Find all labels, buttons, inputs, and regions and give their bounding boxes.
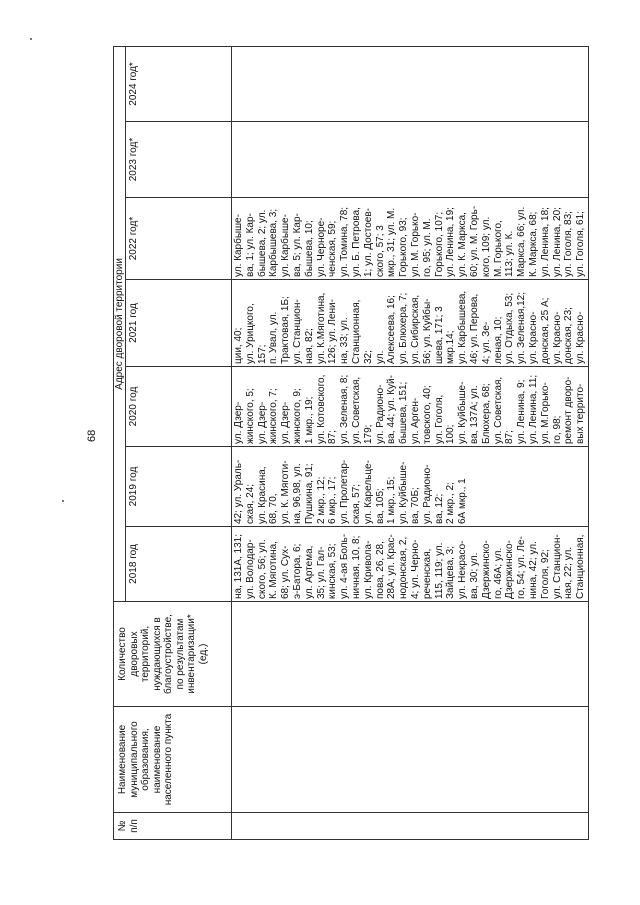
cell-addresses-2024 (231, 46, 589, 122)
page-number: 68 (86, 429, 98, 442)
header-year-2024: 2024 год* (125, 46, 232, 122)
header-address-group: Адрес дворовой территории (113, 46, 126, 602)
scan-speck (30, 38, 32, 40)
cell-addresses-2021: ции, 40; ул. Урицкого, 157; п. Увал, ул.… (231, 279, 589, 367)
cell-number (231, 812, 589, 840)
header-year-2019: 2019 год (125, 446, 232, 527)
header-year-2021: 2021 год (125, 279, 232, 367)
cell-addresses-2020: ул. Дзер- жинского, 5; ул. Дзер- жинског… (231, 366, 589, 447)
scan-speck (62, 500, 64, 502)
header-territory-count: Количество дворовых территорий, нуждающи… (113, 601, 232, 707)
cell-addresses-2022: ул. Карбыше- ва, 1; ул. Кар- бышева, 2; … (231, 197, 589, 280)
header-year-2022: 2022 год* (125, 197, 232, 280)
header-year-2020: 2020 год (125, 366, 232, 447)
cell-addresses-2023 (231, 121, 589, 198)
cell-municipality-name (231, 706, 589, 813)
cell-addresses-2018: на, 131А, 131; ул. Володар- ского, 56; у… (231, 526, 589, 602)
courtyard-address-table: № п/п Наименование муниципального образо… (113, 46, 589, 840)
table-row: на, 131А, 131; ул. Володар- ского, 56; у… (231, 46, 589, 840)
cell-addresses-2019: 42; ул. Ураль- ская, 24; ул. Красина, 68… (231, 446, 589, 527)
header-year-2023: 2023 год* (125, 121, 232, 198)
cell-territory-count (231, 601, 589, 707)
header-municipality-name: Наименование муниципального образования,… (113, 706, 232, 813)
header-year-2018: 2018 год (125, 526, 232, 602)
header-number: № п/п (113, 812, 232, 840)
